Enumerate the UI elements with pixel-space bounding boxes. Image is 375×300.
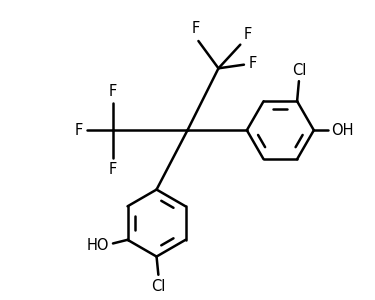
Text: HO: HO [87, 238, 109, 253]
Text: F: F [248, 56, 256, 71]
Text: OH: OH [332, 123, 354, 138]
Text: F: F [109, 162, 117, 177]
Text: F: F [192, 21, 200, 36]
Text: F: F [244, 27, 252, 42]
Text: Cl: Cl [292, 62, 306, 77]
Text: F: F [75, 123, 83, 138]
Text: F: F [109, 83, 117, 98]
Text: Cl: Cl [151, 279, 165, 294]
